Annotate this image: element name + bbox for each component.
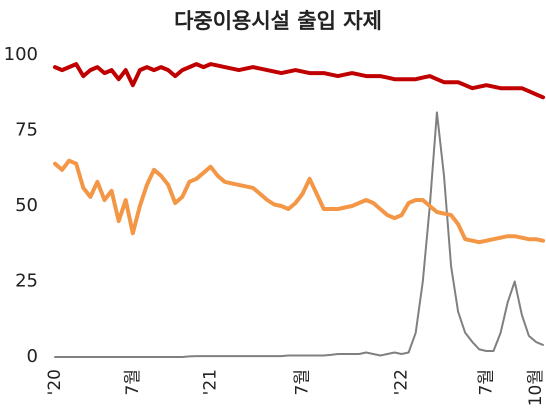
y-tick-label: 50 xyxy=(15,195,38,216)
x-tick-label: '20 xyxy=(45,369,65,395)
line-series xyxy=(53,62,545,100)
x-tick-label: '21 xyxy=(201,369,221,395)
y-tick-label: 25 xyxy=(15,271,38,292)
line-series xyxy=(53,158,545,245)
y-tick-label: 100 xyxy=(4,44,38,65)
x-tick-label: '22 xyxy=(392,369,412,395)
y-tick-label: 75 xyxy=(15,120,38,141)
y-tick-label: 0 xyxy=(27,346,38,367)
x-tick-label: 7월 xyxy=(123,369,143,395)
x-tick-label: 7월 xyxy=(293,369,313,395)
line-series xyxy=(54,111,544,358)
x-tick-label: 10월 xyxy=(526,369,546,406)
chart-title: 다중이용시설 출입 자제 xyxy=(174,9,382,33)
x-tick-label: 7월 xyxy=(476,369,496,395)
